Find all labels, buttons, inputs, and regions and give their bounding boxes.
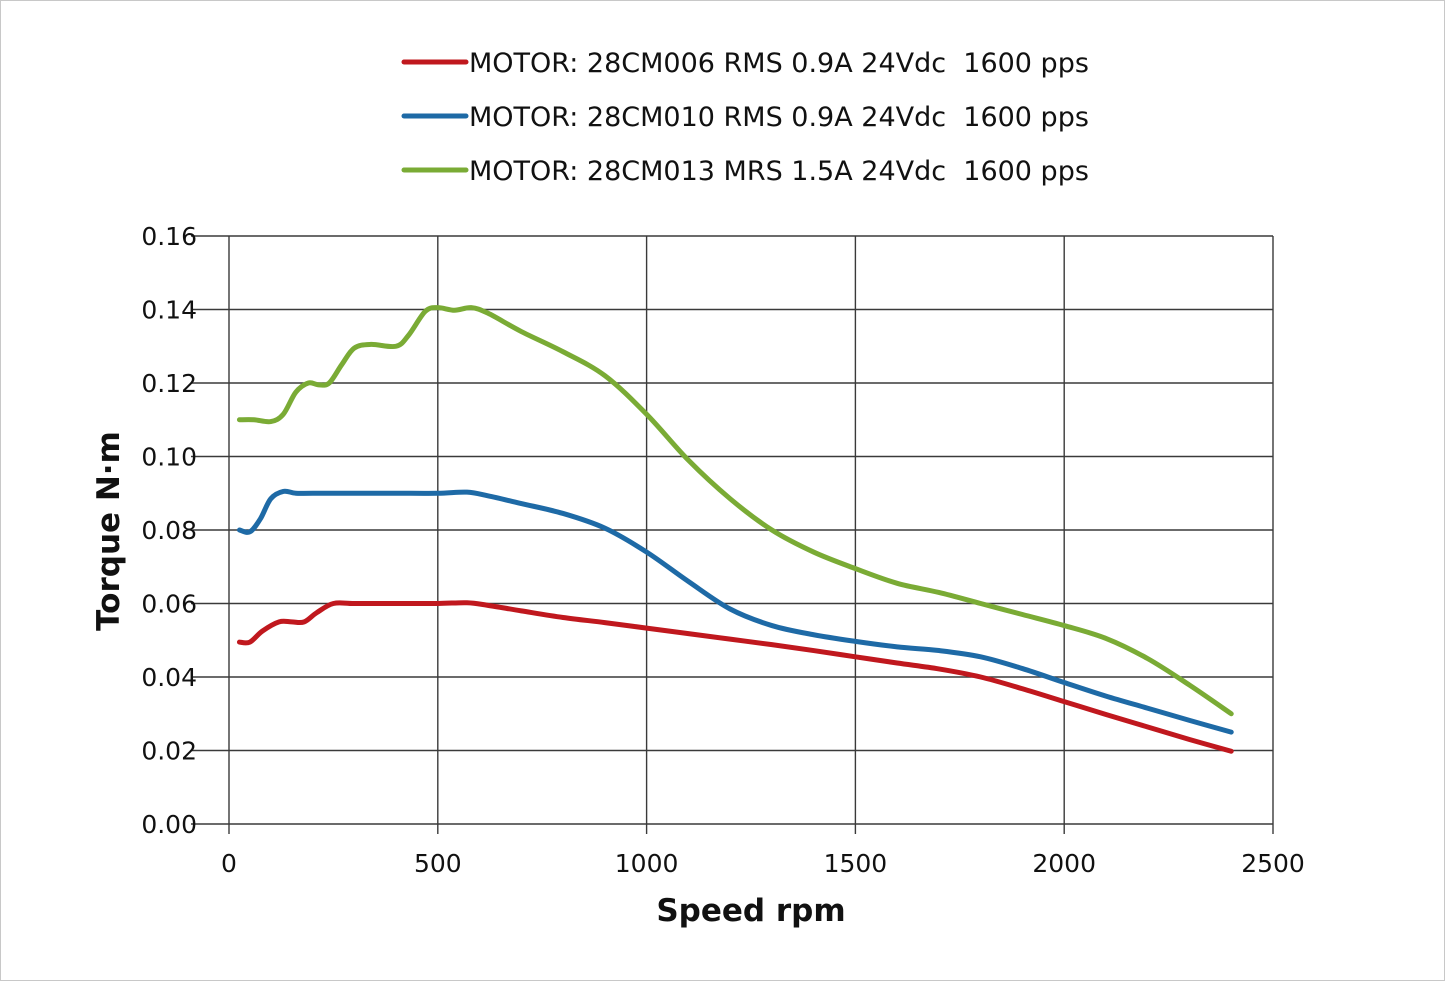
y-axis-ticks: 0.00 0.02 0.04 0.06 0.08 0.10 0.12 0.14 0.16 (141, 222, 197, 839)
y-tick-label: 0.14 (141, 296, 197, 325)
y-tick-label: 0.06 (141, 590, 197, 619)
legend-label-3: MOTOR: 28CM013 MRS 1.5A 24Vdc 1600 pps (469, 156, 1089, 187)
series-line-2 (236, 488, 1234, 735)
y-tick-label: 0.08 (141, 516, 197, 545)
y-tick-label: 0.02 (141, 737, 197, 766)
series-layer (236, 305, 1234, 754)
plot-grid (191, 235, 1274, 834)
series-line-1 (236, 600, 1234, 754)
y-tick-label: 0.10 (141, 443, 197, 472)
x-tick-label: 1500 (824, 849, 888, 878)
x-axis-title: Speed rpm (656, 893, 845, 929)
series-line-3 (236, 305, 1234, 717)
y-tick-label: 0.00 (141, 810, 197, 839)
y-tick-label: 0.16 (141, 222, 197, 251)
x-tick-label: 0 (221, 849, 237, 878)
y-axis-title: Torque N·m (91, 431, 127, 631)
x-axis-ticks: 0 500 1000 1500 2000 2500 (221, 849, 1305, 878)
x-tick-label: 2000 (1032, 849, 1096, 878)
legend-label-1: MOTOR: 28CM006 RMS 0.9A 24Vdc 1600 pps (469, 48, 1089, 79)
y-tick-label: 0.12 (141, 369, 197, 398)
x-tick-label: 2500 (1241, 849, 1305, 878)
legend-label-2: MOTOR: 28CM010 RMS 0.9A 24Vdc 1600 pps (469, 102, 1089, 133)
y-tick-label: 0.04 (141, 663, 197, 692)
x-tick-label: 500 (414, 849, 462, 878)
x-tick-label: 1000 (615, 849, 679, 878)
legend: MOTOR: 28CM006 RMS 0.9A 24Vdc 1600 pps MO… (401, 48, 1089, 187)
